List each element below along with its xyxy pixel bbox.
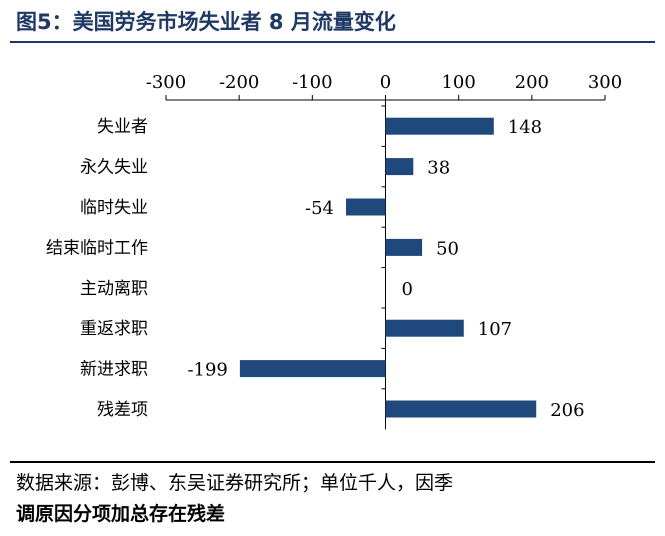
bar-1 (385, 158, 414, 176)
data-label-4: 0 (402, 279, 413, 300)
category-label-0: 失业者 (97, 117, 148, 137)
category-label-7: 残差项 (97, 400, 148, 420)
category-label-3: 结束临时工作 (46, 238, 148, 258)
bar-6 (239, 360, 386, 378)
data-label-1: 38 (427, 158, 450, 179)
data-label-0: 148 (508, 117, 542, 138)
data-label-6: -199 (187, 360, 227, 381)
category-label-5: 重返求职 (80, 319, 148, 339)
bar-0 (385, 117, 494, 135)
x-tick-label-4: 100 (441, 72, 475, 93)
page-title: 图5：美国劳务市场失业者 8 月流量变化 (16, 10, 396, 34)
title-divider (10, 41, 655, 43)
x-tick-label-0: -300 (146, 72, 186, 93)
category-label-6: 新进求职 (80, 360, 148, 380)
x-tick-label-1: -200 (219, 72, 259, 93)
category-label-2: 临时失业 (80, 198, 148, 218)
source-text: 数据来源：彭博、东吴证券研究所；单位千人，因季 (16, 472, 454, 494)
x-tick-label-6: 300 (588, 72, 622, 93)
category-label-4: 主动离职 (80, 279, 148, 299)
x-tick-label-2: -100 (292, 72, 332, 93)
data-label-5: 107 (478, 319, 512, 340)
category-label-1: 永久失业 (80, 158, 148, 178)
x-tick-label-5: 200 (515, 72, 549, 93)
footer-divider (10, 461, 655, 463)
source-footnote: 调原因分项加总存在残差 (16, 503, 226, 525)
data-label-3: 50 (436, 238, 459, 259)
bar-5 (385, 319, 464, 337)
data-label-2: -54 (305, 198, 334, 219)
bar-7 (385, 400, 537, 418)
bar-3 (385, 238, 423, 256)
data-label-7: 206 (550, 400, 584, 421)
source-note: 数据来源：彭博、东吴证券研究所；单位千人，因季 调原因分项加总存在残差 (16, 468, 651, 530)
x-tick-label-3: 0 (380, 72, 391, 93)
bar-2 (345, 198, 386, 216)
bar-chart: -300 -200 -100 0 100 200 300 失业者 148 永久失业 38 临时失业 -5… (46, 72, 622, 430)
